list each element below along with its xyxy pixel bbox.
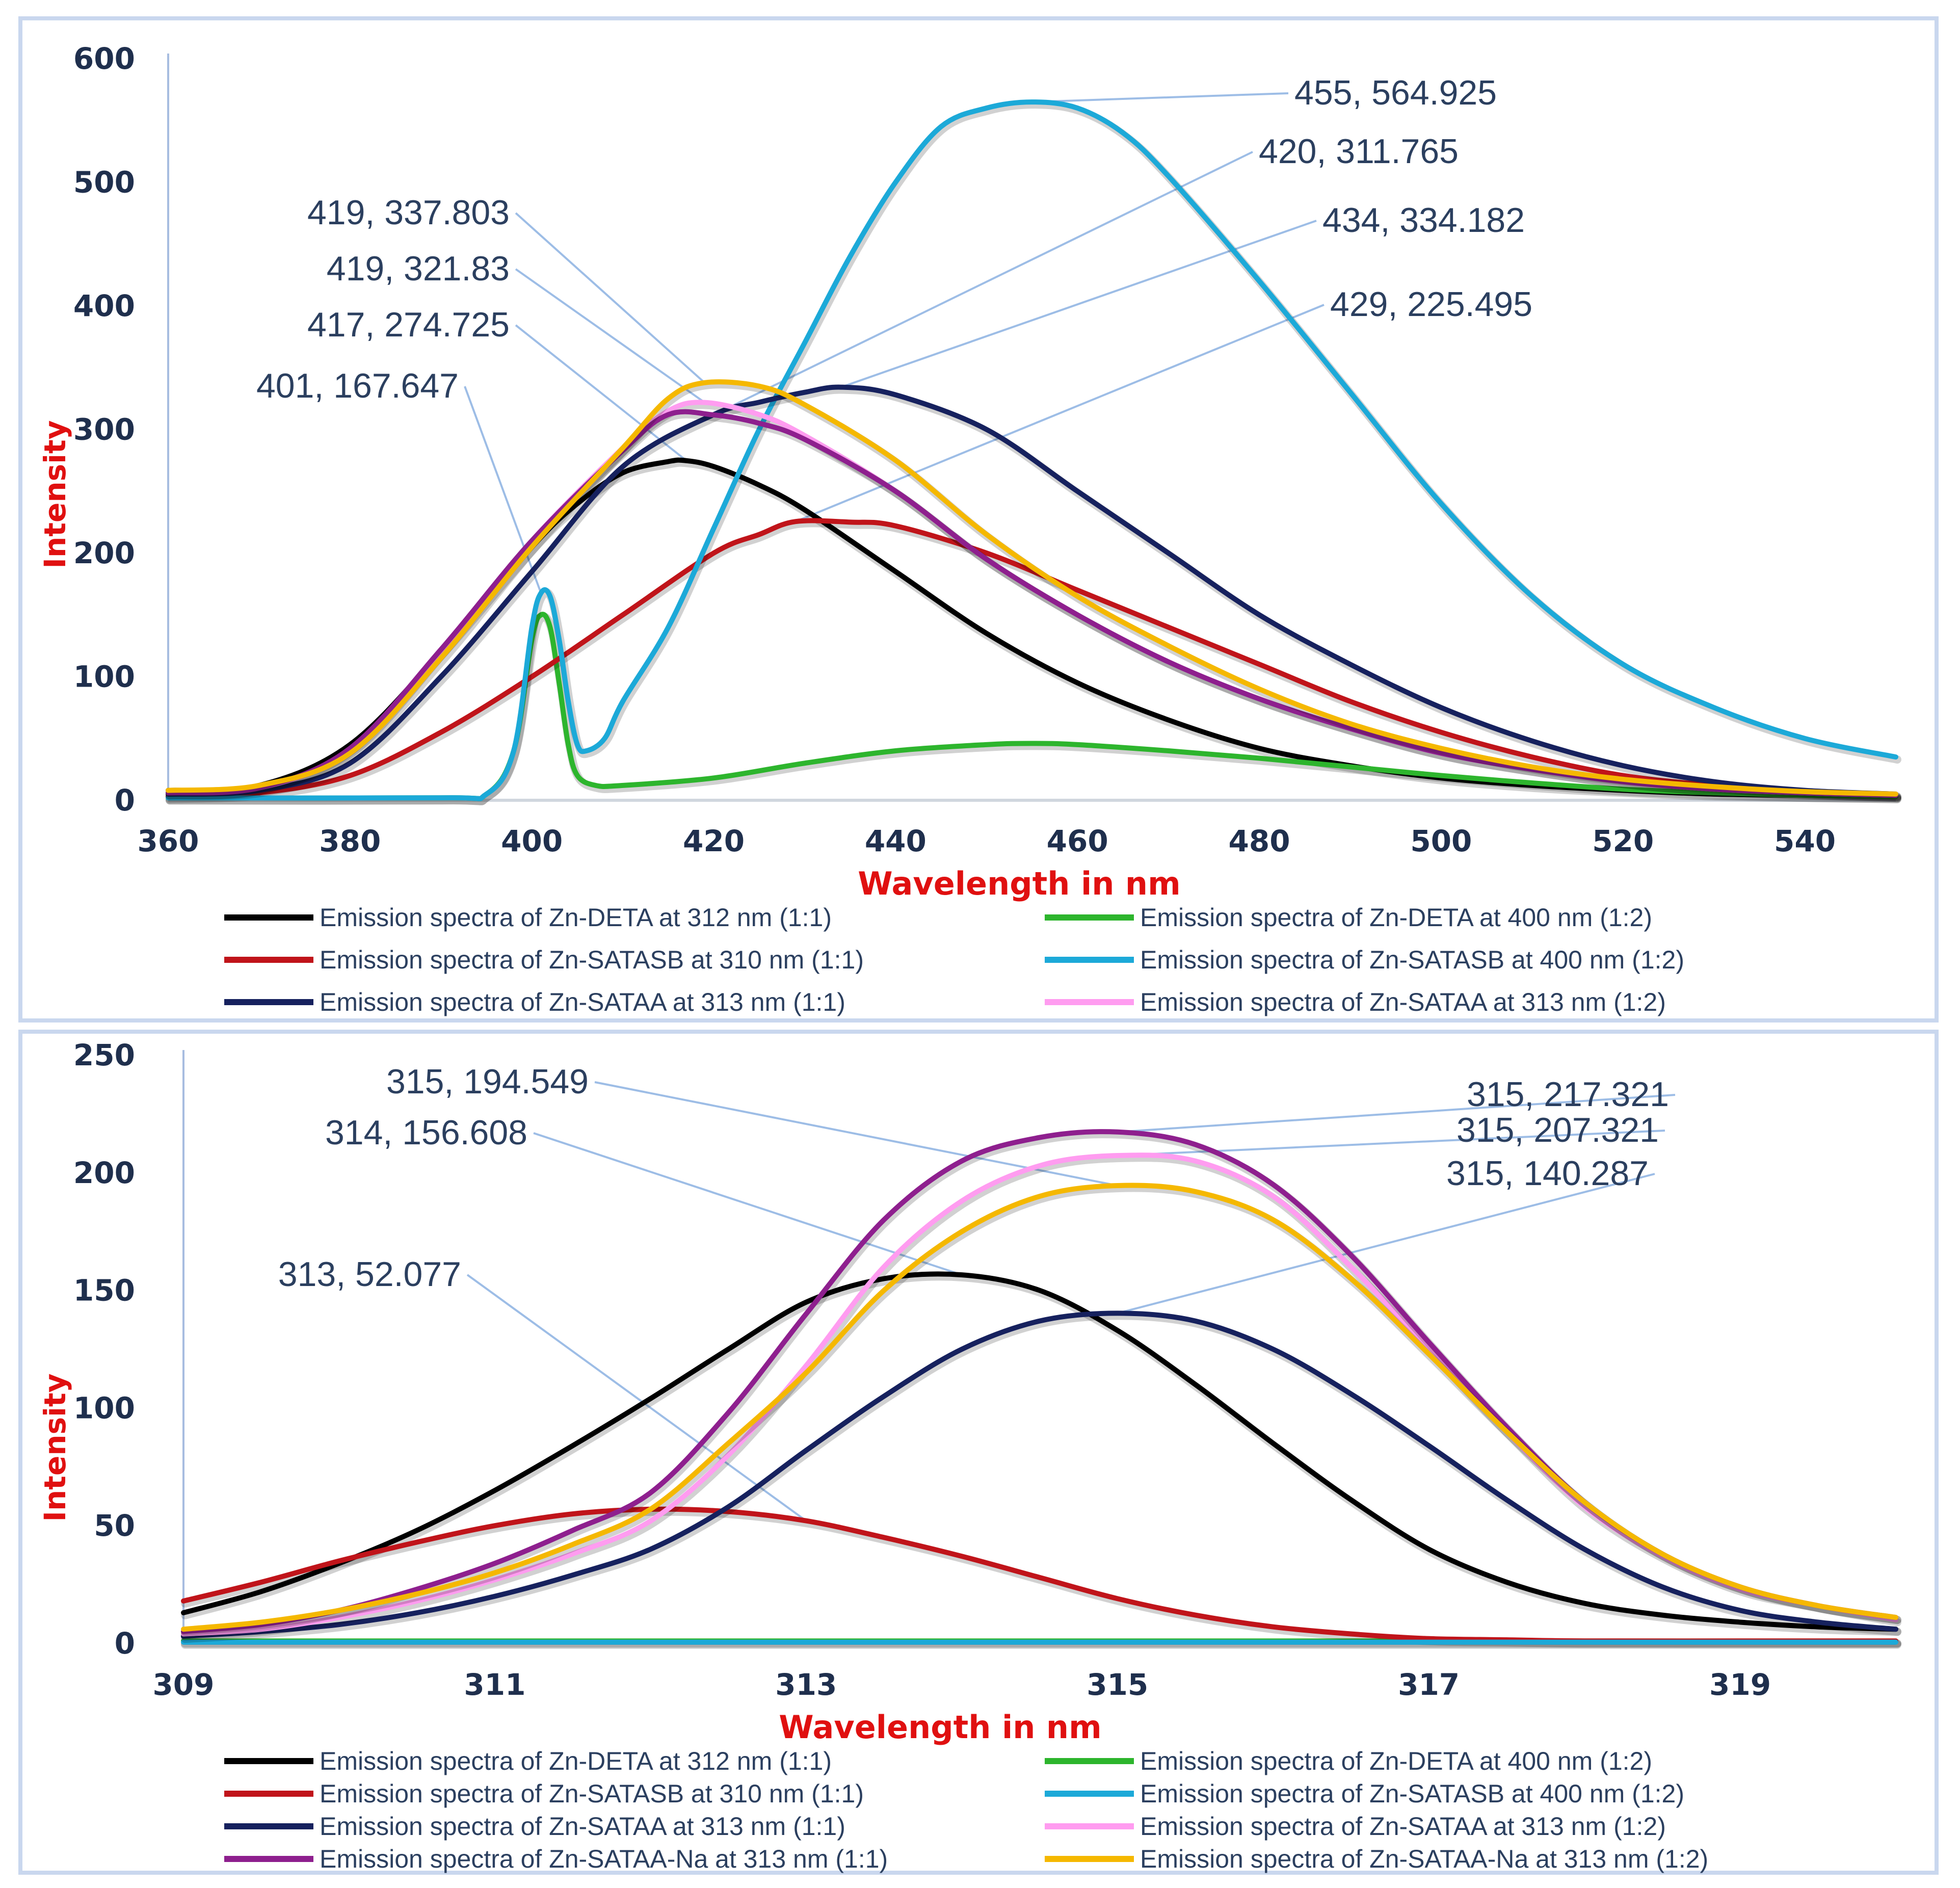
top-series-lines [166, 99, 1901, 805]
top-annotation-label: 429, 225.495 [1330, 285, 1532, 324]
bottom-legend-label: Emission spectra of Zn-SATASB at 310 nm … [320, 1779, 864, 1808]
bottom-y-tick-label: 50 [94, 1508, 135, 1543]
top-annotation-leader [515, 268, 705, 404]
top-x-tick-label: 380 [319, 824, 381, 858]
top-annotation-label: 419, 337.803 [307, 193, 510, 232]
bottom-x-tick-label: 317 [1398, 1667, 1460, 1702]
top-annotation-leader [464, 386, 542, 594]
bottom-x-tick-label: 313 [775, 1667, 837, 1702]
bottom-legend-label: Emission spectra of Zn-DETA at 400 nm (1… [1140, 1747, 1652, 1775]
top-legend-label: Emission spectra of Zn-DETA at 312 nm (1… [320, 903, 832, 932]
bottom-annotation-label: 313, 52.077 [278, 1255, 461, 1294]
top-x-axis-label: Wavelength in nm [858, 865, 1180, 902]
bottom-annotation-leader [533, 1132, 962, 1276]
top-annotation-label: 434, 334.182 [1322, 201, 1525, 240]
bottom-legend-label: Emission spectra of Zn-DETA at 312 nm (1… [320, 1747, 832, 1775]
top-legend-label: Emission spectra of Zn-SATASB at 400 nm … [1140, 946, 1684, 974]
bottom-legend-label: Emission spectra of Zn-SATAA-Na at 313 n… [1140, 1845, 1708, 1873]
bottom-x-tick-label: 319 [1709, 1667, 1771, 1702]
bottom-y-tick-label: 250 [73, 1038, 135, 1072]
top-annotation-leader [840, 220, 1317, 388]
top-axes: 0 100 200 300 400 500 600 360 380 400 420 440 460 480… [73, 41, 1896, 858]
bottom-x-tick-label: 315 [1087, 1667, 1148, 1702]
bottom-annotation-label: 315, 207.321 [1456, 1111, 1659, 1149]
bottom-annotation-label: 314, 156.608 [325, 1113, 527, 1152]
bottom-legend-label: Emission spectra of Zn-SATAA at 313 nm (… [1140, 1812, 1666, 1841]
top-y-tick-label: 400 [73, 289, 135, 323]
top-legend-label: Emission spectra of Zn-SATASB at 310 nm … [320, 946, 864, 974]
top-annotation-label: 419, 321.83 [327, 249, 510, 288]
top-y-tick-label: 500 [73, 165, 135, 200]
top-series-line-4 [166, 384, 1898, 797]
bottom-axes: 0 50 100 150 200 250 309 311 313 315 317 319 [73, 1038, 1896, 1702]
bottom-annotation-label: 315, 217.321 [1467, 1075, 1669, 1114]
top-y-tick-label: 100 [73, 660, 135, 694]
bottom-annotations: 315, 194.549 314, 156.608 313, 52.077 315, … [278, 1062, 1669, 1294]
top-series-line-2 [166, 518, 1898, 799]
top-annotation-label: 455, 564.925 [1294, 73, 1497, 112]
top-x-tick-label: 480 [1229, 824, 1290, 858]
bottom-series-lines [181, 1129, 1901, 1649]
bottom-x-tick-label: 311 [464, 1667, 525, 1702]
top-series-line-7 [166, 379, 1898, 797]
top-legend-label: Emission spectra of Zn-DETA at 400 nm (1… [1140, 903, 1652, 932]
top-x-tick-label: 440 [865, 824, 926, 858]
top-legend-label: Emission spectra of Zn-SATAA at 313 nm (… [1140, 988, 1666, 1016]
top-x-tick-label: 500 [1410, 824, 1472, 858]
top-y-tick-label: 600 [73, 41, 135, 76]
bottom-annotation-label: 315, 194.549 [386, 1062, 589, 1101]
bottom-panel-border [18, 1030, 1939, 1875]
top-x-tick-label: 520 [1592, 824, 1654, 858]
top-x-tick-label: 360 [137, 824, 199, 858]
bottom-series-line-7 [181, 1183, 1898, 1632]
top-annotation-leader [515, 324, 687, 462]
top-panel-border [18, 16, 1939, 1022]
bottom-annotation-leader [1117, 1173, 1655, 1315]
bottom-x-tick-label: 309 [152, 1667, 214, 1702]
bottom-annotation-leader [1117, 1094, 1676, 1133]
bottom-y-tick-label: 100 [73, 1391, 135, 1425]
top-annotations: 455, 564.925 420, 311.765 434, 334.182 429,… [256, 73, 1532, 405]
top-annotation-leader [713, 151, 1253, 416]
top-x-tick-label: 420 [683, 824, 745, 858]
bottom-legend-label: Emission spectra of Zn-SATAA at 313 nm (… [320, 1812, 845, 1841]
top-annotation-leader [515, 212, 706, 384]
top-annotation-label: 417, 274.725 [307, 305, 510, 344]
top-legend: Emission spectra of Zn-DETA at 312 nm (1… [224, 903, 1684, 1016]
top-series-line-3 [166, 99, 1898, 801]
top-y-axis-label: Intensity [38, 420, 72, 568]
top-legend-label: Emission spectra of Zn-SATAA at 313 nm (… [320, 988, 845, 1016]
top-chart-panel: 0 100 200 300 400 500 600 360 380 400 420 440 460 480… [18, 16, 1939, 1022]
top-annotation-label: 401, 167.647 [256, 366, 459, 405]
top-y-tick-label: 0 [115, 783, 135, 818]
bottom-legend: Emission spectra of Zn-DETA at 312 nm (1… [224, 1747, 1708, 1873]
top-y-tick-label: 300 [73, 412, 135, 447]
bottom-chart-panel: 0 50 100 150 200 250 309 311 313 315 317 319 315, 1… [18, 1030, 1939, 1875]
bottom-legend-label: Emission spectra of Zn-SATAA-Na at 313 n… [320, 1845, 888, 1873]
bottom-y-tick-label: 0 [115, 1626, 135, 1661]
top-x-tick-label: 400 [501, 824, 563, 858]
top-annotation-label: 420, 311.765 [1259, 132, 1459, 171]
bottom-annotation-label: 315, 140.287 [1446, 1154, 1649, 1193]
bottom-y-tick-label: 200 [73, 1156, 135, 1190]
bottom-series-line-4 [181, 1310, 1898, 1639]
bottom-series-line-5 [181, 1152, 1898, 1637]
top-x-tick-label: 540 [1774, 824, 1836, 858]
bottom-y-axis-label: Intensity [38, 1373, 72, 1522]
bottom-series-line-0 [181, 1271, 1898, 1632]
bottom-y-tick-label: 150 [73, 1273, 135, 1308]
bottom-legend-label: Emission spectra of Zn-SATASB at 400 nm … [1140, 1779, 1684, 1808]
bottom-x-axis-label: Wavelength in nm [779, 1709, 1101, 1746]
top-annotation-leader [1031, 92, 1289, 103]
top-y-tick-label: 200 [73, 536, 135, 570]
top-x-tick-label: 460 [1047, 824, 1108, 858]
bottom-annotation-leader [466, 1274, 807, 1522]
